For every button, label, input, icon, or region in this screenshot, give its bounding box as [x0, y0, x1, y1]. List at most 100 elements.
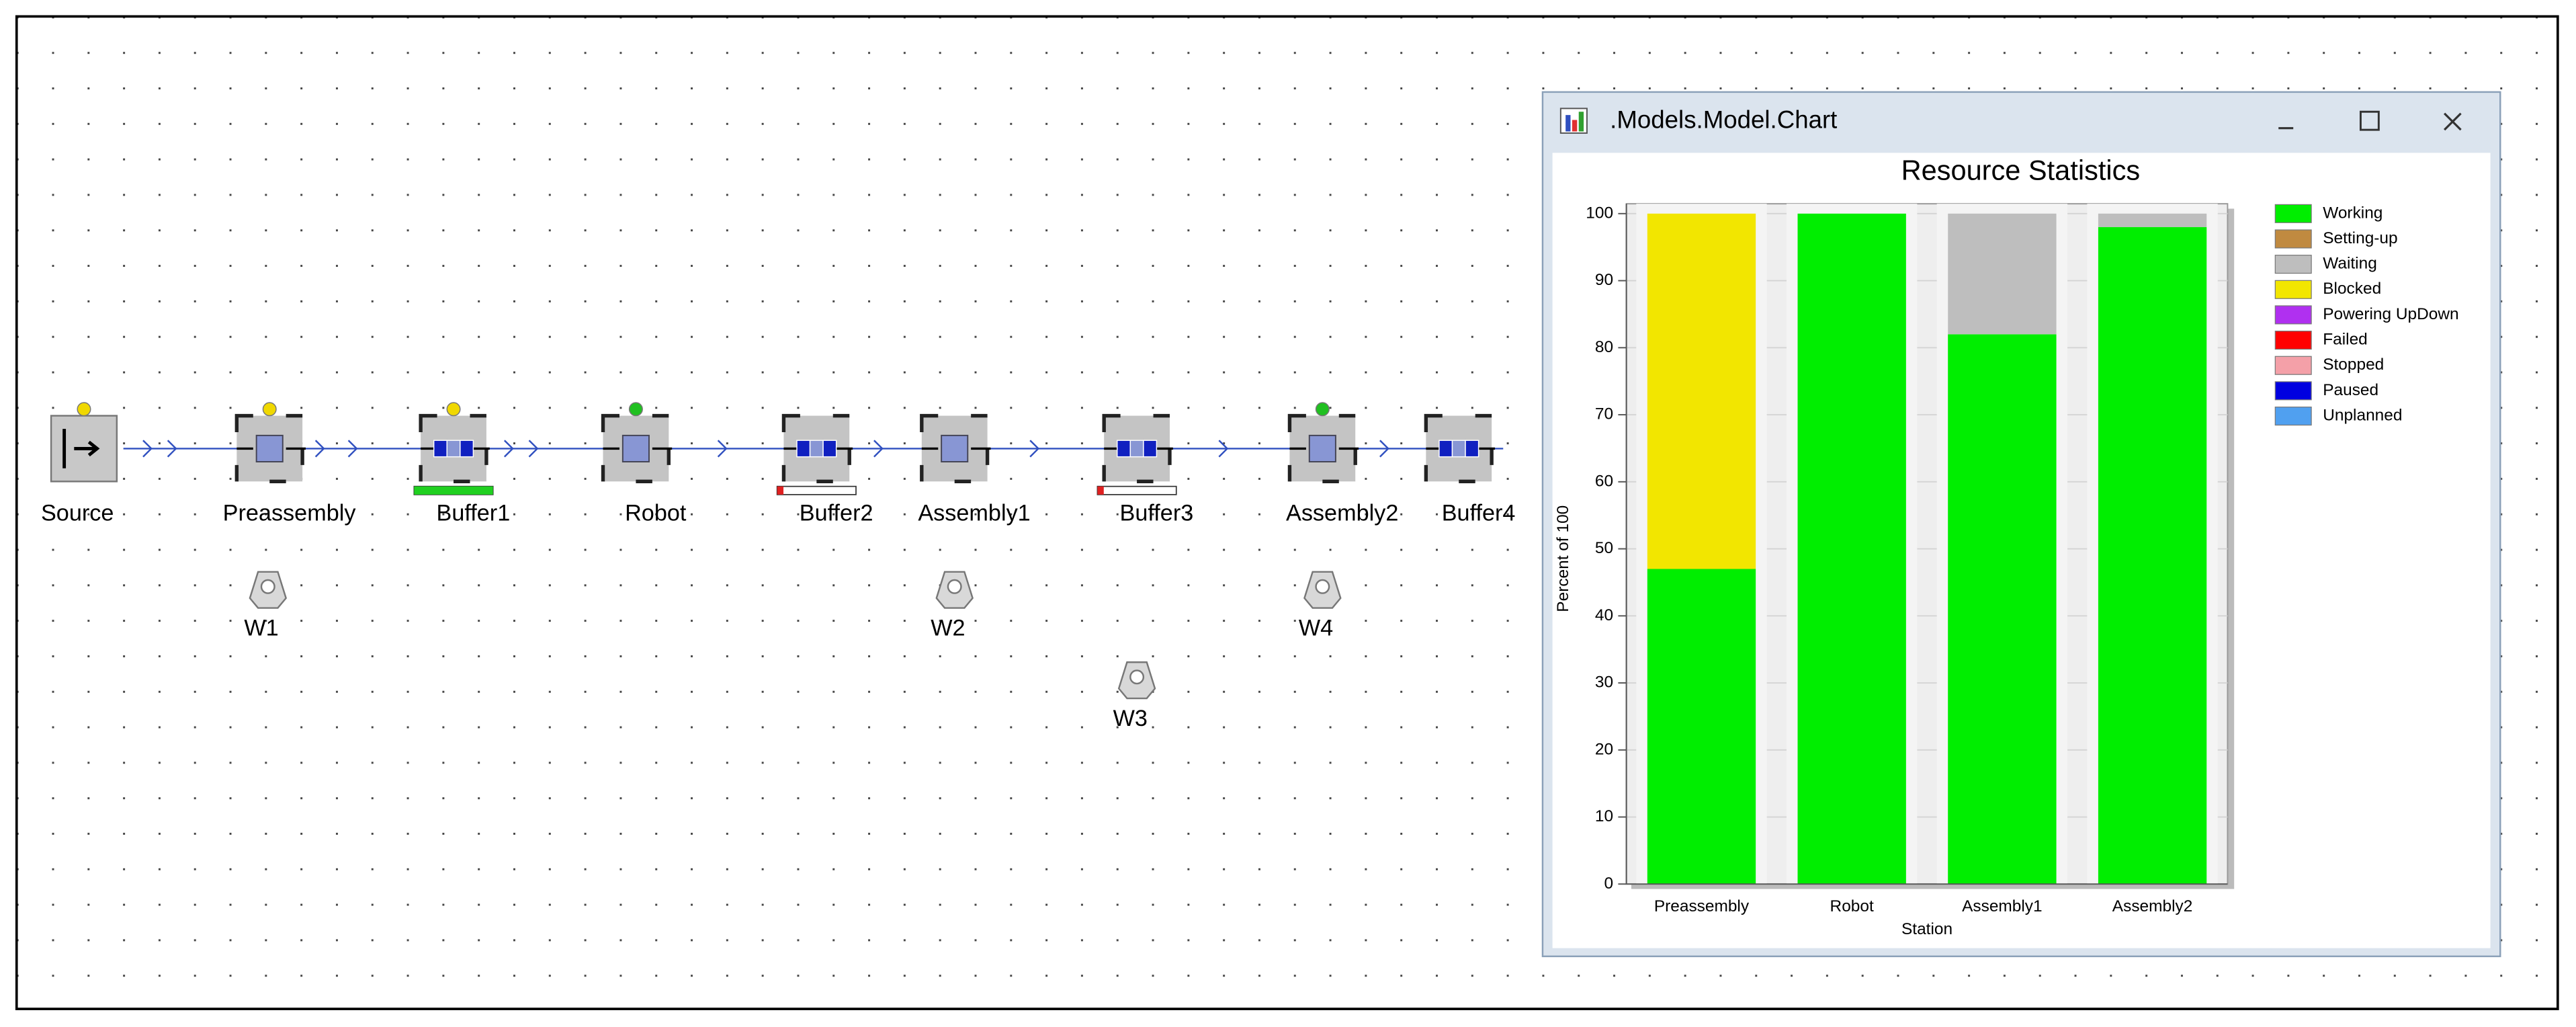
maximize-button[interactable] — [2359, 110, 2380, 131]
bar-segment — [1948, 334, 2057, 885]
legend-label: Stopped — [2323, 356, 2384, 374]
buffer-slot — [1117, 440, 1131, 458]
legend-swatch — [2274, 381, 2312, 401]
chart: 0 10 20 30 40 50 60 70 80 90 100 Preassembly Robot As… — [1586, 204, 2459, 915]
legend-label: Unplanned — [2323, 406, 2402, 424]
worker-head — [1129, 669, 1145, 685]
fill-gauge — [1097, 485, 1177, 495]
worker-label: W1 — [244, 615, 278, 641]
buffer-slot — [822, 440, 837, 458]
buffer-slot — [1439, 440, 1453, 458]
legend-swatch — [2274, 204, 2312, 223]
legend-label: Powering UpDown — [2323, 305, 2458, 323]
source-node: Source — [41, 402, 118, 526]
legend-swatch — [2274, 255, 2312, 274]
y-tick-label: 70 — [1595, 405, 1613, 423]
model: Source Preassembly Buffer1 Robot Buffer2 Asse… — [41, 402, 1516, 731]
bar-segment — [1797, 213, 1906, 885]
status-light — [446, 402, 461, 417]
worker-label: W2 — [931, 615, 965, 641]
worker-head — [1315, 579, 1330, 594]
legend-label: Paused — [2323, 381, 2378, 399]
worker: W3 — [1113, 661, 1156, 731]
worker: W2 — [931, 571, 974, 641]
buffer-node: Buffer1 — [413, 402, 511, 526]
bar-segment — [2098, 213, 2207, 227]
y-tick-label: 50 — [1595, 539, 1613, 557]
station-node: Assembly1 — [918, 413, 1031, 526]
station-node: Preassembly — [223, 402, 357, 526]
station-node: Assembly2 — [1286, 402, 1398, 526]
bar-segment — [1647, 213, 1756, 569]
buffer-slot — [433, 440, 447, 458]
buffer-slot — [796, 440, 811, 458]
flow-chevron — [873, 440, 884, 458]
status-light — [628, 402, 643, 417]
chart-title: Resource Statistics — [1901, 155, 2141, 186]
station-label: Robot — [625, 500, 687, 526]
buffer-slot — [1143, 440, 1158, 458]
buffer-node: Buffer2 — [776, 413, 873, 526]
buffer-slot — [1129, 440, 1144, 458]
flow-chevron — [1029, 440, 1040, 458]
flow-chevron — [1379, 440, 1389, 458]
y-tick-label: 80 — [1595, 338, 1613, 356]
legend-label: Failed — [2323, 331, 2368, 349]
window-title: .Models.Model.Chart — [1610, 106, 1837, 134]
y-tick-label: 60 — [1595, 472, 1613, 490]
status-light — [262, 402, 277, 417]
worker-label: W3 — [1113, 706, 1148, 731]
fill-level — [777, 486, 784, 495]
flow-chevron — [314, 440, 325, 458]
worker-head — [260, 579, 275, 594]
node-core — [621, 434, 650, 462]
y-tick-label: 10 — [1595, 807, 1613, 825]
flow-chevron — [503, 440, 514, 458]
flow-chevron — [142, 440, 153, 458]
bar-segment — [1647, 569, 1756, 885]
y-tick-label: 20 — [1595, 740, 1613, 758]
buffer-slot — [809, 440, 824, 458]
y-axis-label: Percent of 100 — [1554, 505, 1572, 612]
flow-chevron — [1218, 440, 1229, 458]
fill-level — [1097, 486, 1104, 495]
legend-swatch — [2274, 406, 2312, 426]
close-button[interactable] — [2444, 112, 2462, 131]
legend-swatch — [2274, 331, 2312, 350]
status-light — [77, 402, 91, 417]
node-core — [941, 434, 969, 462]
station-label: Assembly1 — [918, 500, 1030, 526]
flow-chevron — [167, 440, 177, 458]
x-axis-label: Station — [1901, 920, 1952, 938]
x-tick-label: Preassembly — [1654, 897, 1750, 915]
window-icon — [1559, 108, 1588, 134]
node-core — [1308, 434, 1336, 462]
y-tick-label: 0 — [1604, 874, 1613, 893]
worker-head — [947, 579, 962, 594]
station-label: Assembly2 — [1286, 500, 1398, 526]
bar-segment — [2098, 227, 2207, 885]
buffer-slot — [460, 440, 474, 458]
node-glyph — [62, 429, 100, 468]
y-tick-label: 100 — [1586, 204, 1613, 222]
status-light — [1315, 402, 1330, 417]
station-label: Preassembly — [223, 500, 357, 526]
buffer-slot — [446, 440, 461, 458]
station-label: Buffer4 — [1442, 500, 1516, 526]
y-tick-label: 90 — [1595, 271, 1613, 289]
legend-label: Setting-up — [2323, 229, 2397, 247]
legend-label: Waiting — [2323, 255, 2377, 273]
station-label: Source — [41, 500, 114, 526]
legend-swatch — [2274, 305, 2312, 325]
buffer-node: Buffer3 — [1097, 413, 1193, 526]
x-tick-label: Assembly1 — [1962, 897, 2043, 915]
buffer-slot — [1451, 440, 1466, 458]
station-label: Buffer1 — [437, 500, 511, 526]
y-tick-label: 30 — [1595, 673, 1613, 692]
buffer-slot — [1465, 440, 1479, 458]
flow-chevron — [717, 440, 728, 458]
station-label: Buffer2 — [800, 500, 873, 526]
x-tick-label: Robot — [1830, 897, 1874, 915]
chart-window: .Models.Model.Chart Resource Statistics … — [1541, 91, 2501, 958]
